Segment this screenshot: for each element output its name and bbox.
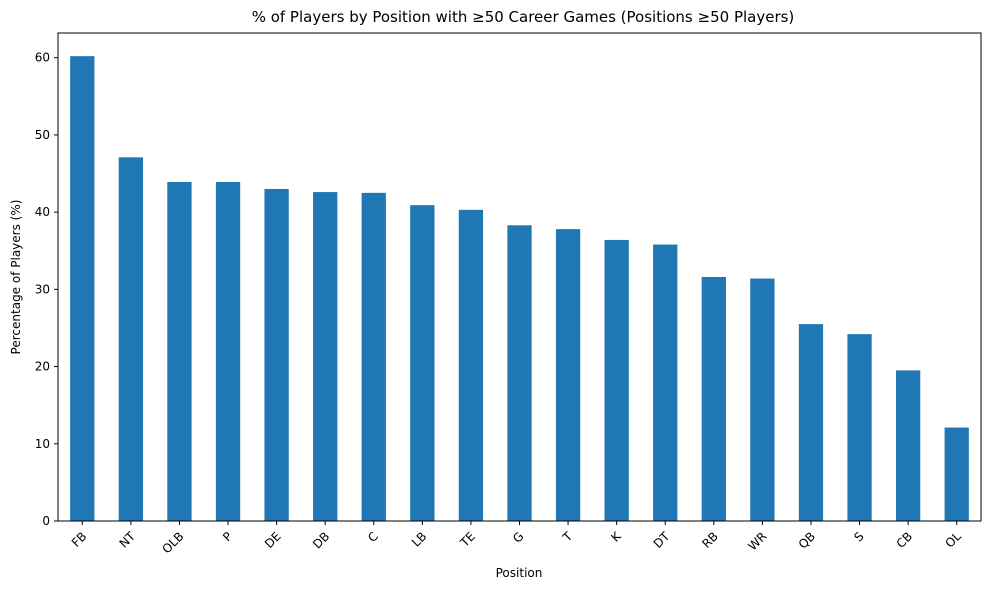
bar-ol xyxy=(944,427,969,521)
y-tick-label: 10 xyxy=(35,437,50,451)
x-tick-label: DE xyxy=(262,529,284,551)
bar-de xyxy=(264,188,289,521)
x-tick-label: G xyxy=(510,529,526,545)
x-tick-label: OLB xyxy=(159,529,186,556)
y-tick-label: 60 xyxy=(35,51,50,65)
y-tick-label: 20 xyxy=(35,360,50,374)
bar-k xyxy=(604,239,629,521)
x-tick-label: S xyxy=(851,529,866,544)
x-tick-label: FB xyxy=(69,529,90,550)
bar-nt xyxy=(118,157,144,521)
bar-qb xyxy=(798,324,824,521)
x-tick-label: LB xyxy=(409,529,429,549)
bar-t xyxy=(555,229,581,521)
plot-area xyxy=(70,56,969,521)
y-tick-label: 40 xyxy=(35,205,50,219)
x-tick-label: NT xyxy=(117,529,139,551)
y-axis-label: Percentage of Players (%) xyxy=(9,200,23,355)
bar-cb xyxy=(895,370,921,521)
x-axis-label: Position xyxy=(496,566,543,580)
bar-p xyxy=(215,182,241,521)
bar-olb xyxy=(167,182,192,521)
x-tick-label: C xyxy=(365,529,381,545)
x-tick-label: DT xyxy=(651,529,673,551)
x-tick-label: TE xyxy=(457,529,478,550)
x-axis: FB NT OLB P DE DB C LB TE G T K DT RB WR QB S CB OL xyxy=(69,521,964,556)
bar-g xyxy=(507,225,532,521)
x-tick-label: OL xyxy=(943,529,965,551)
x-tick-label: T xyxy=(559,529,575,545)
x-tick-label: WR xyxy=(745,529,769,553)
bar-dt xyxy=(653,244,678,521)
x-tick-label: CB xyxy=(894,529,916,551)
bar-fb xyxy=(70,56,95,521)
y-tick-label: 30 xyxy=(35,282,50,296)
x-tick-label: K xyxy=(608,528,624,544)
y-tick-label: 0 xyxy=(42,514,50,528)
y-axis: 0 10 20 30 40 50 60 xyxy=(35,51,58,528)
bar-rb xyxy=(701,277,726,521)
bar-te xyxy=(458,209,484,521)
bar-lb xyxy=(410,205,435,521)
x-tick-label: DB xyxy=(310,529,332,551)
x-tick-label: QB xyxy=(796,529,818,551)
bar-db xyxy=(313,192,338,521)
x-tick-label: P xyxy=(220,529,235,544)
bar-wr xyxy=(750,278,775,521)
chart-title: % of Players by Position with ≥50 Career… xyxy=(252,8,795,26)
y-tick-label: 50 xyxy=(35,128,50,142)
x-tick-label: RB xyxy=(699,529,721,551)
bar-c xyxy=(361,192,386,521)
bar-s xyxy=(847,334,872,521)
